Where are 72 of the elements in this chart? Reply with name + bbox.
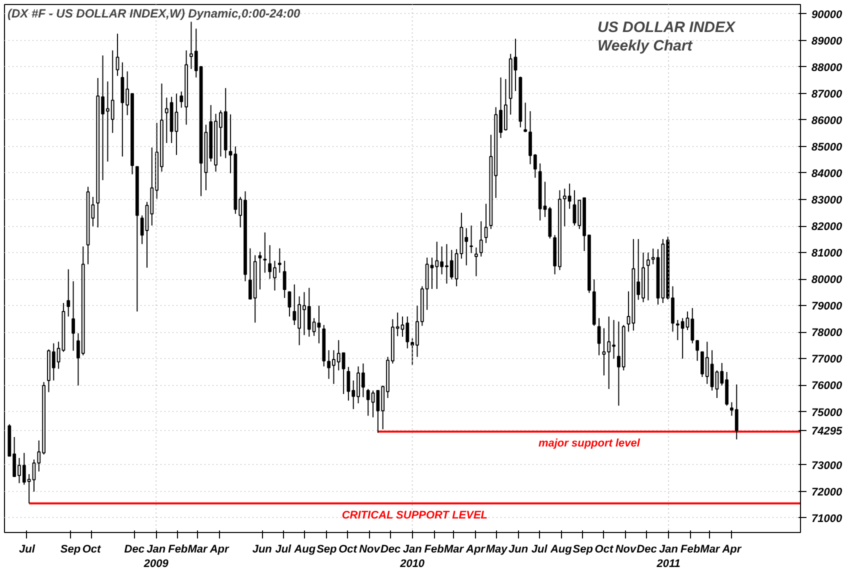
candlestick [317, 305, 321, 344]
y-tick-label: 73000 [812, 460, 843, 472]
x-tick-label: Apr [208, 544, 230, 556]
y-tick-label: 75000 [812, 406, 843, 419]
x-tick-label: Jan 2011 [656, 544, 680, 570]
text: Weekly Chart [598, 38, 694, 55]
annotation: major support level [538, 438, 641, 450]
x-tick-label: Apr [465, 544, 486, 556]
x-tick-label: Sep [316, 544, 338, 556]
candlestick [470, 225, 473, 254]
x-tick-label: Jul [531, 544, 548, 556]
candlestick [474, 247, 478, 277]
x-tick-label: Dec [124, 544, 144, 556]
y-tick-label: 71000 [812, 512, 843, 525]
y-tick-label: 82000 [812, 221, 843, 234]
candlestick [479, 220, 483, 258]
x-tick-label: Oct [82, 544, 102, 556]
x-tick-label: Jun [508, 544, 528, 556]
candlestick [116, 33, 120, 76]
y-tick-label: 79000 [812, 300, 843, 313]
y-tick-label: 78000 [812, 327, 843, 340]
y-tick-label: 74295 [812, 425, 843, 438]
y-tick-label: 72000 [812, 486, 843, 498]
candlestick [696, 340, 700, 362]
y-tick-label: 83000 [812, 194, 843, 207]
candlestick [282, 260, 286, 298]
x-tick-label: Feb [424, 544, 444, 556]
candlestick [484, 203, 488, 244]
x-tick-label: Aug [549, 544, 572, 556]
text: US DOLLAR INDEX [598, 19, 736, 36]
annotation: CRITICAL SUPPORT LEVEL [342, 509, 488, 522]
x-tick-label: Oct [338, 544, 358, 556]
candlestick [258, 251, 262, 290]
candlestick [66, 268, 70, 318]
x-tick-label: Mar [444, 544, 464, 556]
x-tick-label: Dec [636, 544, 657, 556]
candlestick [597, 318, 601, 356]
x-tick-label: Aug [293, 544, 316, 556]
x-tick-label: Jul [275, 544, 292, 556]
x-tick-label: Jan 2010 [399, 544, 426, 570]
x-tick-label: Mar [700, 544, 720, 556]
x-tick-label: Oct [594, 544, 614, 556]
y-tick-label: 87000 [812, 88, 843, 100]
candlestick [72, 280, 75, 352]
y-tick-label: 90000 [812, 8, 843, 21]
x-tick-label: Dec [380, 544, 401, 556]
y-tick-label: 86000 [812, 114, 843, 127]
y-tick-label: 81000 [812, 248, 843, 260]
x-tick-label: Sep [60, 544, 81, 556]
y-tick-label: 80000 [812, 274, 843, 286]
x-tick-label: Nov [615, 544, 637, 556]
y-tick-label: 85000 [812, 141, 843, 154]
candlestick [646, 252, 650, 301]
candlestick [263, 232, 267, 274]
x-tick-label: Feb [168, 544, 188, 556]
candlestick [288, 290, 292, 318]
x-tick-label: Apr [721, 544, 742, 556]
annotation: (DX #F - US DOLLAR INDEX,W) Dynamic,0:00-24:00 [8, 6, 301, 20]
x-tick-label: Mar [188, 544, 208, 556]
candlestick [278, 248, 282, 274]
y-tick-label: 76000 [812, 380, 843, 392]
x-tick-label: Sep [572, 544, 594, 556]
y-tick-label: 77000 [812, 354, 843, 366]
candlestick [524, 102, 528, 133]
y-tick-label: 89000 [812, 35, 843, 48]
x-tick-label: Feb [680, 544, 700, 556]
x-tick-label: Jul [19, 544, 36, 556]
x-tick-label: Nov [359, 544, 381, 556]
x-tick-label: May [486, 544, 508, 556]
y-tick-label: 84000 [812, 168, 843, 180]
y-tick-label: 88000 [812, 62, 843, 74]
x-tick-label: Jun [252, 544, 272, 556]
